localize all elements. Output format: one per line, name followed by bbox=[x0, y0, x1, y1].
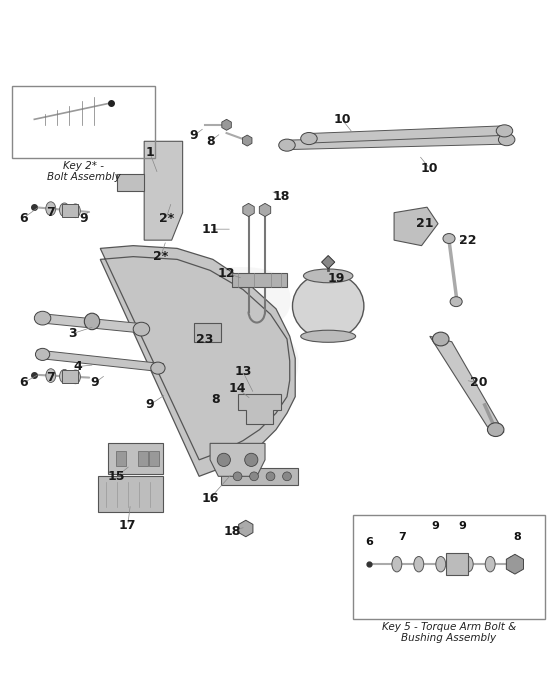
Text: 9: 9 bbox=[459, 521, 466, 531]
Polygon shape bbox=[284, 134, 509, 150]
Polygon shape bbox=[116, 174, 144, 190]
FancyBboxPatch shape bbox=[98, 476, 163, 512]
Ellipse shape bbox=[60, 203, 70, 217]
Ellipse shape bbox=[507, 556, 517, 572]
Ellipse shape bbox=[433, 332, 449, 346]
FancyBboxPatch shape bbox=[109, 443, 163, 474]
Text: 10: 10 bbox=[421, 162, 438, 175]
FancyBboxPatch shape bbox=[62, 370, 78, 383]
FancyBboxPatch shape bbox=[221, 468, 298, 484]
Text: 20: 20 bbox=[470, 377, 488, 389]
Text: 8: 8 bbox=[514, 532, 522, 542]
FancyBboxPatch shape bbox=[194, 323, 221, 342]
Text: 19: 19 bbox=[328, 272, 345, 285]
Ellipse shape bbox=[487, 423, 504, 437]
FancyBboxPatch shape bbox=[115, 451, 126, 466]
Text: 16: 16 bbox=[201, 492, 219, 505]
Circle shape bbox=[217, 454, 230, 466]
Ellipse shape bbox=[34, 312, 51, 325]
Text: Key 2* -
Bolt Assembly: Key 2* - Bolt Assembly bbox=[47, 160, 121, 182]
Ellipse shape bbox=[71, 204, 81, 218]
Text: 13: 13 bbox=[235, 365, 252, 379]
FancyBboxPatch shape bbox=[232, 273, 287, 287]
Ellipse shape bbox=[392, 556, 402, 572]
Polygon shape bbox=[210, 443, 265, 476]
Text: 6: 6 bbox=[365, 537, 373, 547]
Text: 23: 23 bbox=[196, 332, 213, 346]
Circle shape bbox=[283, 472, 291, 481]
Polygon shape bbox=[430, 336, 504, 433]
Text: 15: 15 bbox=[108, 470, 125, 483]
Text: 9: 9 bbox=[145, 398, 154, 412]
Ellipse shape bbox=[485, 556, 495, 572]
Text: 2*: 2* bbox=[158, 211, 174, 225]
Ellipse shape bbox=[46, 202, 56, 216]
Ellipse shape bbox=[463, 556, 473, 572]
Text: 7: 7 bbox=[399, 532, 406, 542]
FancyBboxPatch shape bbox=[446, 553, 468, 575]
Text: 21: 21 bbox=[416, 217, 433, 230]
Text: 2*: 2* bbox=[153, 250, 168, 263]
Text: 1: 1 bbox=[145, 146, 154, 159]
Circle shape bbox=[250, 472, 258, 481]
Text: 18: 18 bbox=[273, 190, 290, 203]
Circle shape bbox=[245, 454, 258, 466]
Text: 22: 22 bbox=[459, 234, 477, 246]
Text: 9: 9 bbox=[79, 211, 88, 225]
Polygon shape bbox=[306, 126, 507, 143]
Polygon shape bbox=[37, 350, 163, 372]
Ellipse shape bbox=[436, 556, 445, 572]
FancyBboxPatch shape bbox=[137, 451, 148, 466]
Ellipse shape bbox=[301, 330, 355, 342]
Ellipse shape bbox=[301, 132, 317, 145]
Text: 11: 11 bbox=[201, 223, 219, 236]
Ellipse shape bbox=[71, 370, 81, 384]
Ellipse shape bbox=[498, 134, 515, 146]
Text: 17: 17 bbox=[119, 519, 136, 532]
Text: 4: 4 bbox=[74, 360, 83, 373]
Text: 18: 18 bbox=[224, 525, 241, 538]
Text: 9: 9 bbox=[189, 130, 198, 142]
Text: 3: 3 bbox=[68, 327, 77, 340]
Polygon shape bbox=[394, 207, 438, 246]
Circle shape bbox=[266, 472, 275, 481]
Ellipse shape bbox=[304, 269, 353, 283]
Polygon shape bbox=[237, 394, 282, 424]
Polygon shape bbox=[144, 141, 183, 240]
Ellipse shape bbox=[133, 322, 150, 336]
Text: 8: 8 bbox=[211, 393, 220, 406]
Text: 12: 12 bbox=[218, 267, 235, 279]
Circle shape bbox=[233, 472, 242, 481]
Text: 10: 10 bbox=[333, 113, 351, 126]
Ellipse shape bbox=[84, 313, 100, 330]
FancyBboxPatch shape bbox=[148, 451, 159, 466]
Ellipse shape bbox=[279, 139, 295, 151]
Text: 14: 14 bbox=[229, 382, 246, 395]
Text: 8: 8 bbox=[206, 135, 214, 148]
Ellipse shape bbox=[35, 349, 50, 361]
FancyBboxPatch shape bbox=[62, 204, 78, 217]
Ellipse shape bbox=[60, 370, 70, 383]
Text: Key 5 - Torque Arm Bolt &
Bushing Assembly: Key 5 - Torque Arm Bolt & Bushing Assemb… bbox=[382, 622, 516, 643]
Text: B: B bbox=[156, 262, 309, 438]
Ellipse shape bbox=[443, 234, 455, 244]
Ellipse shape bbox=[414, 556, 424, 572]
Ellipse shape bbox=[450, 297, 462, 307]
Text: 9: 9 bbox=[431, 521, 439, 531]
Ellipse shape bbox=[46, 369, 56, 382]
Polygon shape bbox=[37, 313, 147, 333]
Ellipse shape bbox=[151, 362, 165, 375]
Text: 7: 7 bbox=[46, 371, 55, 384]
Text: 9: 9 bbox=[91, 377, 99, 389]
Text: 7: 7 bbox=[46, 206, 55, 219]
Text: 6: 6 bbox=[19, 211, 28, 225]
Polygon shape bbox=[100, 246, 295, 476]
Ellipse shape bbox=[293, 273, 364, 339]
Ellipse shape bbox=[496, 125, 513, 137]
Text: 6: 6 bbox=[19, 377, 28, 389]
